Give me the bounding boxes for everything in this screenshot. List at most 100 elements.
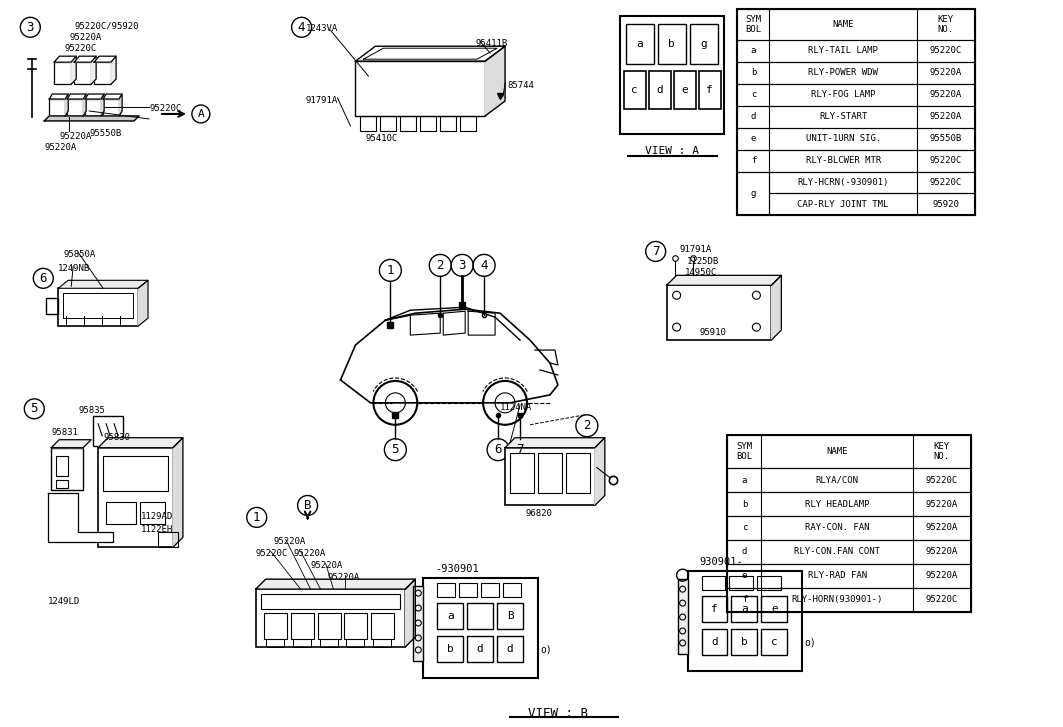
Bar — [51, 448, 83, 489]
Text: 1249LD: 1249LD — [48, 597, 81, 606]
Text: 95220C: 95220C — [64, 44, 97, 53]
Text: d: d — [742, 547, 747, 556]
Text: e: e — [742, 571, 747, 580]
Text: 95220C: 95220C — [926, 475, 958, 485]
Text: 95220A: 95220A — [930, 112, 962, 121]
Bar — [256, 589, 405, 647]
Text: 4: 4 — [298, 21, 305, 33]
Bar — [437, 603, 463, 629]
Polygon shape — [45, 116, 139, 121]
Bar — [702, 596, 727, 622]
Bar — [437, 636, 463, 662]
Text: 95850A: 95850A — [63, 250, 96, 260]
Bar — [63, 293, 133, 318]
Text: A: A — [198, 109, 204, 119]
Bar — [103, 99, 119, 119]
Bar — [497, 603, 523, 629]
Bar — [290, 613, 314, 639]
Bar — [318, 613, 340, 639]
Bar — [56, 480, 68, 488]
Text: B: B — [507, 611, 513, 621]
Text: 1243VA: 1243VA — [305, 24, 338, 33]
Bar — [401, 116, 417, 131]
Bar — [620, 16, 725, 134]
Bar — [738, 84, 975, 106]
Text: b: b — [750, 68, 756, 77]
Polygon shape — [112, 56, 116, 84]
Text: 1124NA: 1124NA — [500, 403, 533, 412]
Bar — [727, 468, 971, 492]
Bar — [702, 629, 727, 655]
Polygon shape — [65, 94, 68, 116]
Text: 95410C: 95410C — [366, 134, 398, 143]
Bar — [674, 71, 695, 109]
Bar — [761, 596, 788, 622]
Bar — [420, 116, 436, 131]
Text: 95835: 95835 — [79, 406, 105, 415]
Text: -930901: -930901 — [435, 564, 479, 574]
Bar — [94, 416, 123, 446]
Text: 95220C: 95220C — [930, 178, 962, 187]
Text: b: b — [446, 644, 454, 654]
Bar — [702, 577, 725, 590]
Text: RAY-CON. FAN: RAY-CON. FAN — [805, 523, 870, 532]
Text: 95831: 95831 — [51, 427, 79, 437]
Polygon shape — [54, 56, 77, 62]
Polygon shape — [485, 47, 505, 116]
Text: 95220A: 95220A — [926, 523, 958, 532]
Bar — [423, 578, 538, 678]
Text: a: a — [446, 611, 454, 621]
Bar — [58, 289, 138, 326]
Polygon shape — [772, 276, 781, 340]
Text: 91791A: 91791A — [679, 246, 712, 254]
Bar — [727, 435, 971, 611]
Bar — [566, 453, 590, 492]
Text: RLY-TAIL LAMP: RLY-TAIL LAMP — [808, 47, 878, 55]
Bar — [738, 9, 975, 215]
Bar — [95, 62, 112, 84]
Bar — [373, 639, 391, 647]
Text: 95220A: 95220A — [327, 573, 359, 582]
Bar — [56, 456, 68, 475]
Text: 95220C: 95220C — [256, 550, 288, 558]
Bar — [738, 40, 975, 62]
Bar — [770, 193, 975, 215]
Text: 95220A: 95220A — [930, 90, 962, 100]
Text: a: a — [742, 475, 747, 485]
Text: 95910: 95910 — [699, 328, 726, 337]
Bar — [292, 639, 310, 647]
Text: c: c — [742, 523, 747, 532]
Polygon shape — [67, 94, 86, 99]
Text: a: a — [637, 39, 643, 49]
Text: KEY
NO.: KEY NO. — [938, 15, 954, 34]
Bar — [371, 613, 394, 639]
Text: 7: 7 — [652, 245, 659, 258]
Polygon shape — [103, 94, 122, 99]
Text: CAP-RLY JOINT TML: CAP-RLY JOINT TML — [797, 200, 889, 209]
Polygon shape — [74, 56, 96, 62]
Text: 95830: 95830 — [103, 433, 130, 442]
Bar — [626, 24, 654, 64]
Bar — [727, 435, 971, 468]
Polygon shape — [256, 579, 416, 589]
Text: NAME: NAME — [832, 20, 854, 29]
Text: KEY
NO.: KEY NO. — [934, 442, 950, 461]
Bar — [98, 448, 173, 547]
Bar — [355, 61, 485, 116]
Text: RLYA/CON: RLYA/CON — [815, 475, 859, 485]
Bar — [49, 99, 65, 119]
Bar — [347, 639, 365, 647]
Bar — [738, 106, 975, 128]
Text: VIEW : B: VIEW : B — [528, 707, 588, 720]
Bar — [727, 587, 971, 611]
Bar — [437, 583, 455, 597]
Polygon shape — [98, 438, 183, 448]
Text: SYM
BOL: SYM BOL — [737, 442, 753, 461]
Text: 95220C: 95220C — [926, 595, 958, 604]
Text: 95220C/95920: 95220C/95920 — [74, 21, 138, 31]
Text: 1125DB: 1125DB — [687, 257, 719, 266]
Bar — [727, 540, 971, 564]
Bar — [74, 62, 91, 84]
Text: RLY-CON.FAN CONT: RLY-CON.FAN CONT — [794, 547, 880, 556]
Text: f: f — [706, 85, 713, 95]
